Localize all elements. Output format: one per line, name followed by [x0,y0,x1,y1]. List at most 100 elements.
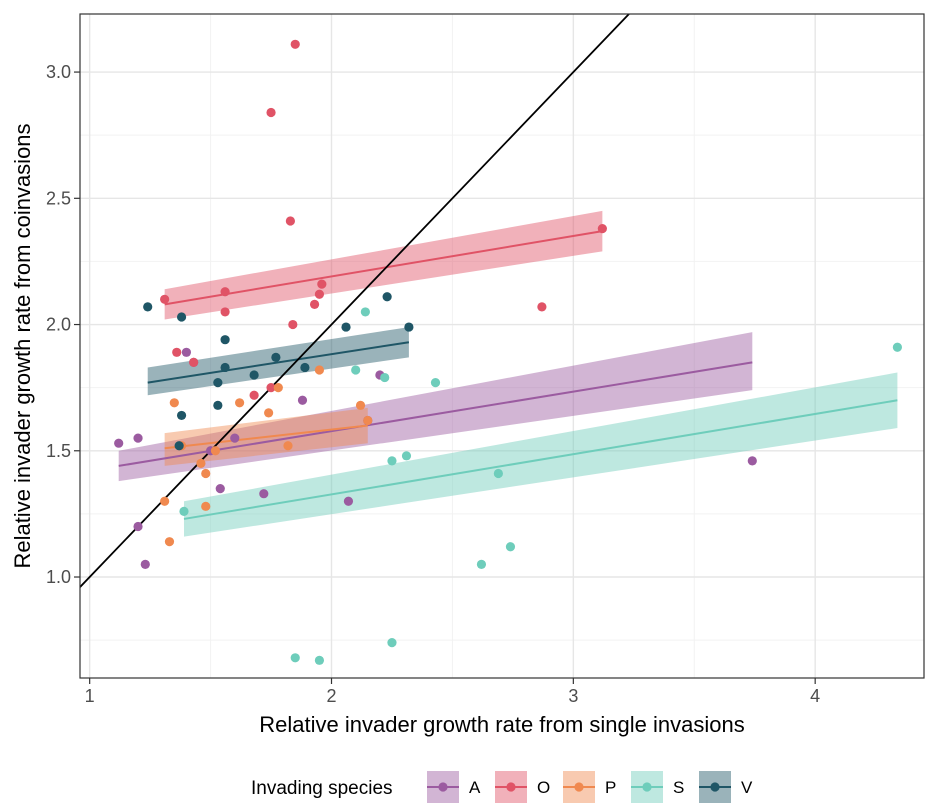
legend-item-P: P [563,771,616,803]
point-V [176,410,187,421]
point-S [430,378,441,388]
point-V [174,441,184,451]
point-V [341,322,351,332]
legend-item-O: O [495,771,550,803]
point-O [597,224,607,234]
point-A [140,559,150,569]
point-A [230,433,240,443]
reference-line [80,14,631,588]
x-tick-label: 2 [326,686,336,706]
y-tick-label: 2.5 [46,188,71,208]
point-V [382,292,392,302]
point-O [314,289,325,299]
point-S [387,456,397,466]
y-axis-title: Relative invader growth rate from coinva… [10,123,35,568]
data-points [114,39,902,665]
ci-band-S [183,372,898,537]
legend-key-point-A [438,782,448,792]
point-O [266,107,276,118]
legend-item-V: V [699,771,753,803]
x-tick-label: 1 [85,686,95,706]
point-A [133,521,143,532]
ci-band-A [118,332,753,482]
point-V [404,322,414,332]
point-V [143,302,153,312]
point-O [172,347,182,357]
point-A [114,438,124,448]
point-P [196,458,206,468]
reference-line-layer [80,14,631,588]
point-P [201,501,211,511]
point-V [213,400,223,410]
point-A [133,433,143,443]
point-S [476,559,487,569]
point-A [215,484,225,494]
point-O [266,383,276,393]
point-O [249,390,259,400]
point-O [189,357,199,368]
point-P [363,415,373,426]
axis-ticks: 1 2 3 4 1.0 1.5 2.0 2.5 3.0 [46,62,820,706]
point-P [235,398,245,408]
fit-lines [118,230,898,520]
point-S [387,638,397,648]
legend-key-point-P [574,782,584,792]
legend-label-A: A [469,778,481,797]
point-V [213,378,223,388]
fit-line-S [183,399,898,520]
point-S [892,342,902,352]
fit-line-A [118,361,753,467]
point-V [220,335,230,345]
point-S [290,653,300,663]
point-A [297,395,308,405]
legend-key-point-V [710,782,720,792]
point-V [176,312,187,322]
point-O [317,279,327,289]
legend-key-point-S [642,782,652,792]
legend-label-O: O [537,778,550,797]
point-O [309,299,320,309]
point-O [220,307,230,317]
point-A [181,347,192,357]
point-P [210,446,221,456]
point-V [271,352,281,362]
point-S [493,468,503,479]
point-P [201,468,211,479]
grid [80,14,924,678]
point-A [343,496,354,506]
fit-line-V [147,341,410,384]
legend-label-S: S [673,778,684,797]
point-A [747,456,757,466]
legend-item-S: S [631,771,684,803]
point-P [273,383,283,393]
point-O [220,287,230,297]
point-P [164,537,175,547]
y-tick-label: 1.5 [46,441,71,461]
point-S [380,372,390,383]
point-S [401,451,412,461]
legend-title: Invading species [251,778,393,799]
y-tick-label: 2.0 [46,315,71,335]
legend-key-point-O [506,782,516,792]
panel-border [79,13,925,679]
legend: Invading species A O P S V [251,771,753,803]
point-S [505,542,516,552]
point-P [355,400,366,410]
point-S [179,506,189,516]
point-V [249,370,259,380]
fit-line-P [164,424,368,450]
point-O [285,216,295,226]
point-P [169,398,179,408]
legend-item-A: A [427,771,481,803]
point-O [537,302,547,312]
point-P [160,496,170,506]
point-S [360,307,370,317]
x-tick-label: 3 [568,686,578,706]
point-O [290,39,300,49]
point-V [220,362,230,373]
x-axis-title: Relative invader growth rate from single… [259,712,744,737]
point-P [264,408,274,418]
legend-label-V: V [741,778,753,797]
point-O [160,294,170,304]
